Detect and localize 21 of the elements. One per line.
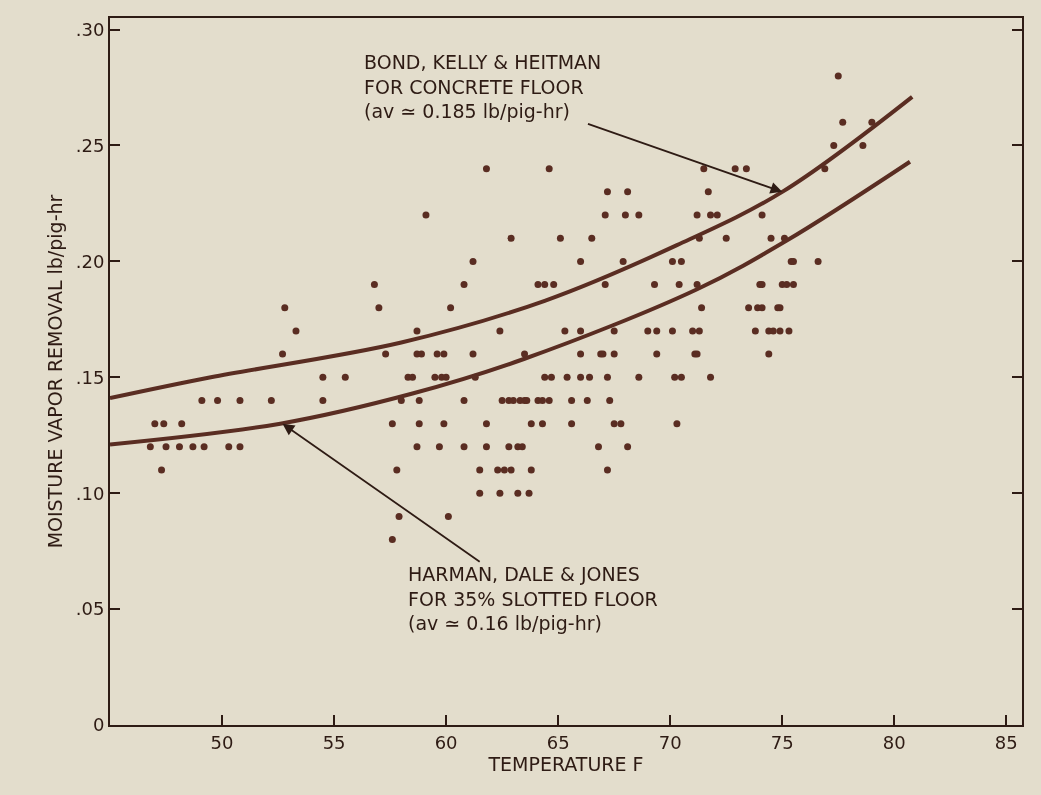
- y-axis-title: MOISTURE VAPOR REMOVAL lb/pig-hr: [44, 194, 67, 549]
- line-series: [110, 94, 915, 401]
- line-series: [110, 159, 912, 447]
- annotation: BOND, KELLY & HEITMAN FOR CONCRETE FLOOR (av ≃ 0.185 lb/pig-hr): [364, 51, 602, 123]
- annotation: HARMAN, DALE & JONES FOR 35% SLOTTED FLOOR (av ≃ 0.16 lb/pig-hr): [408, 563, 658, 635]
- y-tick-label: .20: [75, 250, 105, 272]
- y-tick-label: .25: [75, 134, 105, 156]
- x-tick-label: 85: [994, 731, 1018, 753]
- y-tick-label: .30: [75, 18, 105, 40]
- y-tick-label: 0: [92, 714, 105, 736]
- y-tick-label: .15: [75, 366, 105, 388]
- x-tick-label: 60: [434, 731, 458, 753]
- x-tick-label: 55: [322, 731, 346, 753]
- y-tick-label: .05: [75, 598, 105, 620]
- x-tick-label: 70: [658, 731, 682, 753]
- x-axis-title: TEMPERATURE F: [487, 752, 644, 775]
- x-tick-label: 50: [210, 731, 234, 753]
- x-tick-label: 75: [770, 731, 794, 753]
- x-tick-label: 80: [882, 731, 906, 753]
- x-tick-label: 65: [546, 731, 570, 753]
- y-tick-label: .10: [75, 482, 105, 504]
